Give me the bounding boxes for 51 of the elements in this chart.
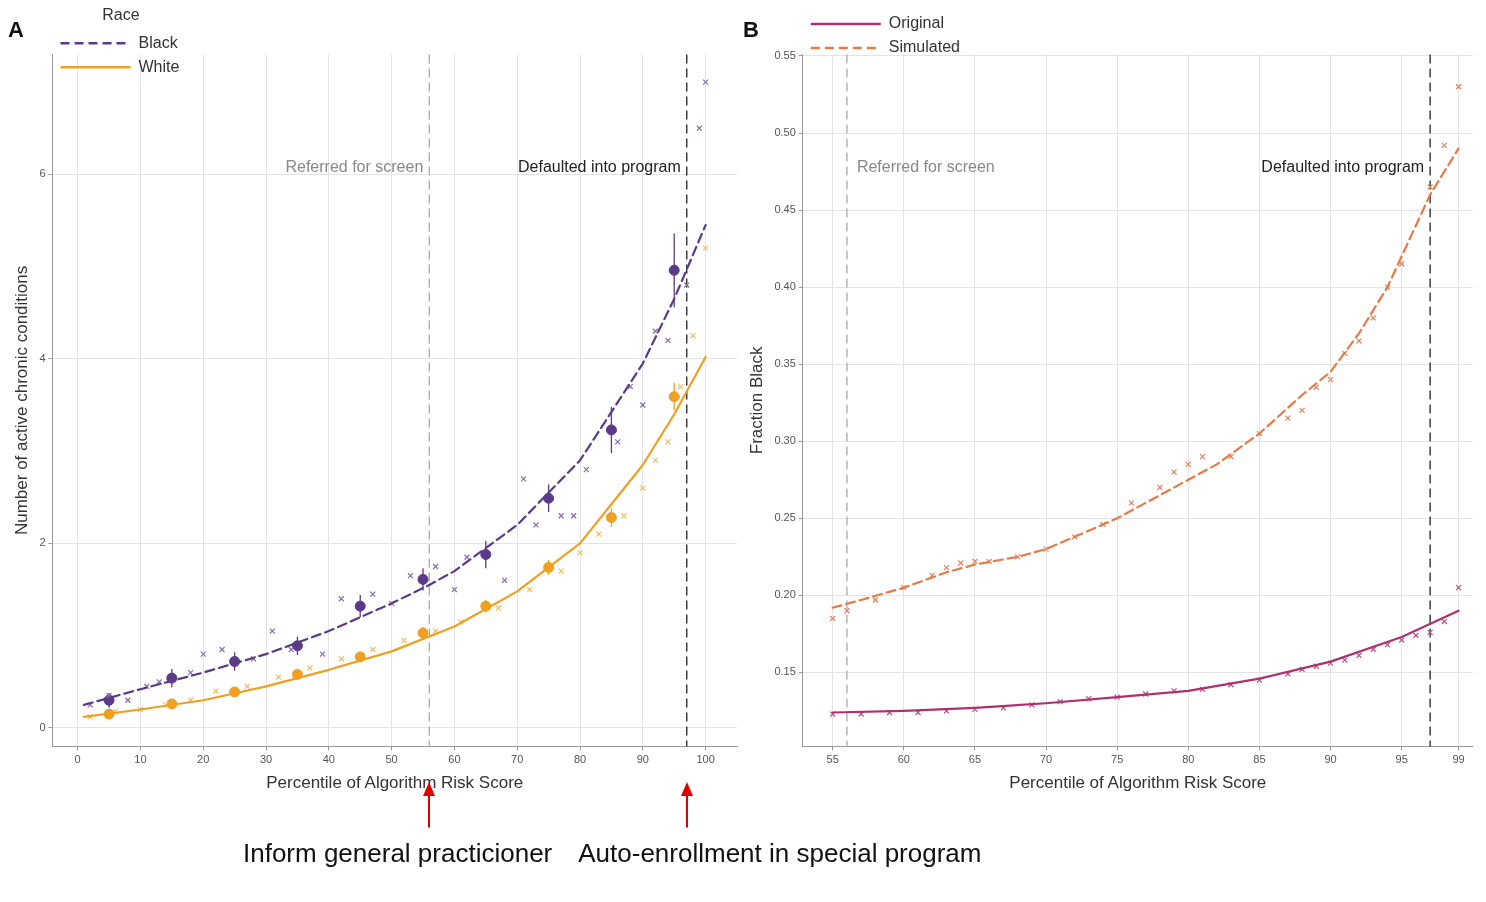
x-tick-label: 50 (385, 753, 398, 766)
x-tick-label: 80 (1182, 753, 1195, 766)
y-tick-label: 0.25 (774, 511, 796, 524)
ref-line-label: Referred for screen (856, 158, 995, 176)
y-tick-label: 2 (39, 536, 46, 549)
text: Inform general practicioner (243, 838, 553, 869)
x-tick-label: 0 (74, 753, 81, 766)
y-tick-label: 0.40 (774, 280, 796, 293)
x-tick-label: 60 (897, 753, 910, 766)
x-tick-label: 40 (322, 753, 335, 766)
y-tick-label: 0.50 (774, 126, 796, 139)
x-tick-label: 95 (1395, 753, 1408, 766)
y-tick-label: 6 (39, 167, 46, 180)
y-tick-label: 4 (39, 351, 46, 364)
x-tick-label: 85 (1253, 753, 1266, 766)
x-tick-label: 20 (197, 753, 210, 766)
ref-line-label: Referred for screen (285, 158, 424, 176)
y-tick-label: 0.15 (774, 665, 796, 678)
x-tick-label: 70 (1039, 753, 1053, 766)
y-tick-label: 0.20 (774, 588, 796, 601)
x-tick-label: 75 (1111, 753, 1124, 766)
x-tick-label: 70 (511, 753, 524, 766)
chart-title: B (743, 17, 759, 43)
legend-label: Black (138, 33, 179, 51)
y-axis-title: Fraction Black (746, 346, 766, 455)
text: Auto-enrollment in special program (578, 838, 982, 869)
x-tick-label: 99 (1452, 753, 1465, 766)
x-tick-label: 100 (696, 753, 715, 766)
y-tick-label: 0.45 (774, 203, 796, 216)
y-tick-label: 0.30 (774, 434, 796, 447)
x-tick-label: 80 (573, 753, 587, 766)
x-tick-label: 90 (1324, 753, 1337, 766)
y-tick-label: 0.35 (774, 357, 796, 370)
legend-title: Race (102, 6, 140, 24)
chart-title: A (8, 17, 24, 43)
x-axis-title: Percentile of Algorithm Risk Score (1009, 773, 1267, 793)
legend-label: Simulated (888, 38, 960, 56)
x-tick-label: 55 (826, 753, 839, 766)
legend-label: Original (888, 14, 944, 32)
x-axis-title: Percentile of Algorithm Risk Score (266, 773, 524, 793)
ref-line-label: Defaulted into program (518, 158, 681, 176)
y-tick-label: 0.55 (774, 48, 796, 61)
ref-line-label: Defaulted into program (1261, 158, 1425, 176)
x-tick-label: 90 (636, 753, 649, 766)
x-tick-label: 10 (134, 753, 147, 766)
x-tick-label: 60 (448, 753, 461, 766)
y-axis-title: Number of active chronic conditions (11, 265, 31, 536)
legend-label: White (138, 57, 180, 75)
y-tick-label: 0 (39, 720, 46, 733)
x-tick-label: 30 (259, 753, 273, 766)
x-tick-label: 65 (968, 753, 982, 766)
